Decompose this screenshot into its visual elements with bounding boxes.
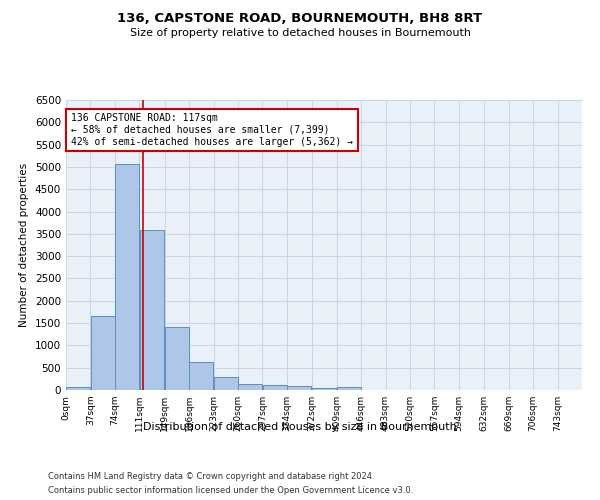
Bar [238,384,262,390]
Bar [91,316,115,390]
Text: 136 CAPSTONE ROAD: 117sqm
← 58% of detached houses are smaller (7,399)
42% of se: 136 CAPSTONE ROAD: 117sqm ← 58% of detac… [71,114,353,146]
Bar [140,230,164,390]
Bar [165,327,189,390]
Y-axis label: Number of detached properties: Number of detached properties [19,163,29,327]
Text: 136, CAPSTONE ROAD, BOURNEMOUTH, BH8 8RT: 136, CAPSTONE ROAD, BOURNEMOUTH, BH8 8RT [118,12,482,26]
Bar [189,362,214,390]
Text: Size of property relative to detached houses in Bournemouth: Size of property relative to detached ho… [130,28,470,38]
Text: Contains public sector information licensed under the Open Government Licence v3: Contains public sector information licen… [48,486,413,495]
Bar [337,387,361,390]
Text: Contains HM Land Registry data © Crown copyright and database right 2024.: Contains HM Land Registry data © Crown c… [48,472,374,481]
Text: Distribution of detached houses by size in Bournemouth: Distribution of detached houses by size … [143,422,457,432]
Bar [312,388,337,390]
Bar [66,386,91,390]
Bar [115,164,139,390]
Bar [263,385,287,390]
Bar [214,377,238,390]
Bar [287,386,311,390]
